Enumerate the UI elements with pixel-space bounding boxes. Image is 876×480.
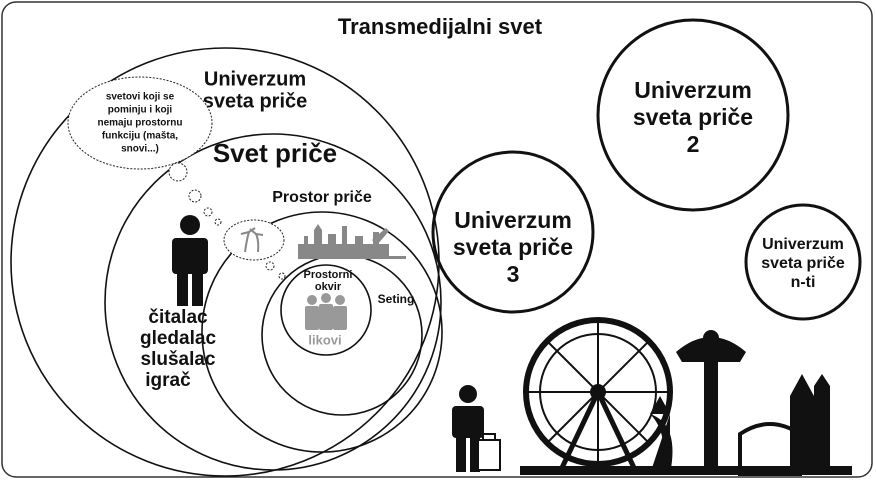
characters-label: likovi <box>308 332 341 347</box>
story-world-label: Svet priče <box>213 138 337 168</box>
story-universe-label: Univerzum <box>204 68 306 90</box>
characters-icon <box>305 293 347 330</box>
audience-label: gledalac <box>140 328 216 349</box>
spatial-frame-label: Prostorni <box>304 269 353 281</box>
story-space-label: Prostor priče <box>272 189 372 206</box>
bubble-text: nemaju prostornu <box>97 118 182 129</box>
title: Transmedijalni svet <box>338 14 543 39</box>
bubble-text: snovi...) <box>121 144 159 155</box>
universe-2-label: 2 <box>687 131 700 157</box>
bubble-text: svetovi koji se <box>106 92 175 103</box>
universe-n-label: sveta priče <box>761 255 845 272</box>
setting-label: Seting <box>378 292 415 306</box>
universe-3-label: Univerzum <box>454 207 572 233</box>
universe-2-label: sveta priče <box>633 104 753 130</box>
spatial-frame-label: okvir <box>315 281 342 293</box>
frame <box>2 2 872 477</box>
universe-2-label: Univerzum <box>634 77 752 103</box>
audience-label: čitalac <box>148 307 208 328</box>
story-universe-label: sveta priče <box>203 90 308 112</box>
audience-label: igrač <box>145 370 191 391</box>
diagram: Transmedijalni svet Univerzum sveta prič… <box>0 0 876 480</box>
universe-n-label: Univerzum <box>762 236 844 253</box>
bubble-text: funkciju (mašta, <box>102 131 178 142</box>
audience-label: slušalac <box>141 349 216 370</box>
universe-3-label: 3 <box>507 261 520 287</box>
bubble-text: pominju i koji <box>108 105 173 116</box>
universe-n-label: n-ti <box>791 274 816 291</box>
universe-3-label: sveta priče <box>453 234 573 260</box>
